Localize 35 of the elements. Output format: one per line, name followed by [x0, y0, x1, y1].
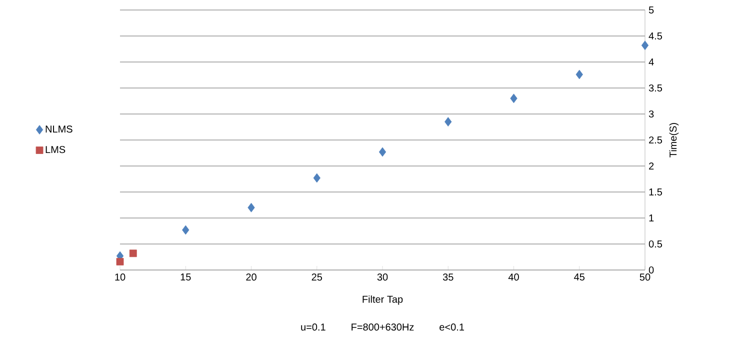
legend-label: NLMS: [46, 126, 72, 133]
y-tick-label: 1: [649, 214, 654, 222]
y-tick-label: 0: [648, 266, 654, 274]
y-tick-label: 4: [648, 58, 654, 66]
y-tick-label: 4.5: [648, 32, 662, 40]
y-axis-title: Time(S): [669, 123, 679, 158]
x-tick-label: 30: [377, 274, 388, 281]
y-tick-label: 2.5: [649, 136, 662, 144]
point: [510, 94, 518, 104]
y-tick-label: 5: [648, 6, 654, 14]
point: [116, 258, 124, 266]
x-tick-label: 20: [246, 274, 256, 281]
y-tick-label: 3.5: [648, 84, 662, 92]
x-tick-label: 35: [442, 274, 454, 281]
point: [444, 117, 452, 126]
y-tick-label: 2: [649, 162, 654, 170]
x-tick-label: 50: [640, 274, 650, 281]
text: u=0.1 F=800+630Hz e<0.1: [301, 324, 464, 331]
point: [129, 250, 137, 258]
x-tick-label: 40: [508, 274, 519, 281]
x-tick-label: 10: [115, 274, 126, 281]
point: [576, 70, 583, 80]
point: [248, 202, 255, 212]
x-axis-title: Filter Tap: [362, 295, 403, 305]
y-tick-label: 1.5: [649, 188, 662, 196]
y-tick-label: 3: [648, 110, 654, 118]
y-tick-label: 0.5: [648, 240, 662, 248]
point: [378, 147, 386, 157]
x-tick-label: 45: [574, 274, 585, 280]
x-tick-label: 15: [180, 274, 191, 280]
legend-label: LMS: [46, 146, 66, 154]
point: [641, 40, 649, 50]
point: [313, 173, 320, 183]
point: [182, 225, 190, 235]
x-tick-label: 25: [312, 274, 322, 281]
